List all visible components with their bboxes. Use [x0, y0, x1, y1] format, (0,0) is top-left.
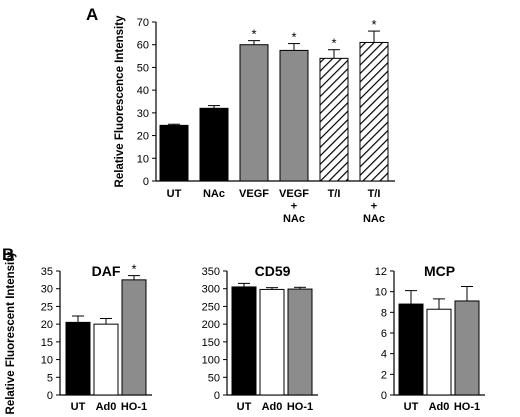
chart-cd59: 0 50 100 150 200 250 300 350 CD59 UT Ad0 HO-1: [202, 263, 318, 413]
category-label: VEGF: [239, 188, 269, 200]
y-tick-label: 6: [381, 328, 387, 340]
panel-letter-a: A: [86, 5, 98, 24]
category-label: NAc: [283, 213, 305, 225]
y-tick-label: 0: [47, 390, 53, 402]
chart-title: CD59: [255, 263, 291, 279]
y-tick-label: 35: [41, 266, 53, 278]
bar-ut: [65, 321, 91, 396]
y-tick-label: 25: [41, 301, 53, 313]
chart-mcp: 0 2 4 6 8 10 12 MCP UT Ad0 HO-1: [375, 263, 485, 413]
category-label: UT: [404, 401, 419, 413]
category-label: UT: [237, 401, 252, 413]
y-tick-label: 250: [202, 301, 220, 313]
bar-ho-1: [454, 300, 480, 396]
y-axis-label: Relative Fluorescence Intensity: [114, 15, 126, 188]
y-tick-label: 50: [208, 372, 220, 384]
bar-ho-1: [121, 279, 147, 396]
bar-nac: [199, 107, 229, 182]
significance-star: *: [331, 36, 336, 51]
category-label: UT: [167, 188, 182, 200]
chart-daf: 0 5 10 15 20 25 30 35 Relative Fluorescent Inten…: [5, 251, 152, 415]
category-label: UT: [71, 401, 86, 413]
y-tick-label: 0: [381, 390, 387, 402]
y-tick-label: 5: [47, 372, 53, 384]
y-tick-label: 15: [41, 337, 53, 349]
y-tick-label: 10: [375, 287, 387, 299]
bar-ad0: [259, 288, 285, 396]
y-tick-label: 12: [375, 266, 387, 278]
bar-vegf-nac: [279, 49, 309, 182]
bar-vegf: [239, 44, 269, 182]
y-tick-label: 70: [137, 17, 149, 29]
significance-star: *: [131, 262, 136, 277]
bar-ho-1: [287, 288, 313, 396]
y-tick-label: 10: [41, 355, 53, 367]
bar-t-i: [319, 57, 349, 182]
bar-ut: [159, 124, 189, 182]
y-tick-label: 0: [214, 390, 220, 402]
category-label: +: [371, 201, 377, 213]
bar-t-i-nac: [359, 41, 389, 182]
significance-star: *: [251, 27, 256, 42]
y-tick-label: 20: [137, 131, 149, 143]
y-tick-label: 4: [381, 349, 387, 361]
y-tick-label: 60: [137, 40, 149, 52]
y-tick-label: 40: [137, 85, 149, 97]
chart-title: DAF: [92, 263, 121, 279]
y-tick-label: 30: [41, 284, 53, 296]
significance-star: *: [371, 17, 376, 32]
category-label: Ad0: [96, 401, 117, 413]
category-label: HO-1: [121, 401, 147, 413]
y-tick-label: 200: [202, 319, 220, 331]
category-label: HO-1: [454, 401, 480, 413]
category-label: VEGF: [279, 188, 309, 200]
bar-ut: [231, 286, 257, 396]
y-tick-label: 350: [202, 266, 220, 278]
y-tick-label: 50: [137, 62, 149, 74]
y-tick-label: 20: [41, 319, 53, 331]
category-label: NAc: [363, 213, 385, 225]
significance-star: *: [291, 30, 296, 45]
category-label: HO-1: [287, 401, 313, 413]
y-tick-label: 100: [202, 355, 220, 367]
y-tick-label: 8: [381, 307, 387, 319]
y-tick-label: 0: [143, 176, 149, 188]
category-label: T/I: [368, 188, 381, 200]
category-label: Ad0: [262, 401, 283, 413]
bar-ut: [398, 303, 424, 396]
panel-letter-b: B: [2, 245, 14, 264]
y-tick-label: 300: [202, 284, 220, 296]
category-label: +: [291, 201, 297, 213]
y-tick-label: 2: [381, 369, 387, 381]
bar-ad0: [426, 308, 452, 396]
category-label: Ad0: [429, 401, 450, 413]
bar-ad0: [93, 323, 119, 396]
y-axis-label: Relative Fluorescent Intensity: [5, 251, 17, 415]
category-label: T/I: [328, 188, 341, 200]
y-tick-label: 10: [137, 153, 149, 165]
y-tick-label: 150: [202, 337, 220, 349]
y-tick-label: 30: [137, 108, 149, 120]
chart-panel-a: 0 10 20 30 40 50 60 70 Relative Fluorescence Int…: [114, 15, 395, 225]
category-label: NAc: [203, 188, 225, 200]
chart-title: MCP: [424, 263, 455, 279]
